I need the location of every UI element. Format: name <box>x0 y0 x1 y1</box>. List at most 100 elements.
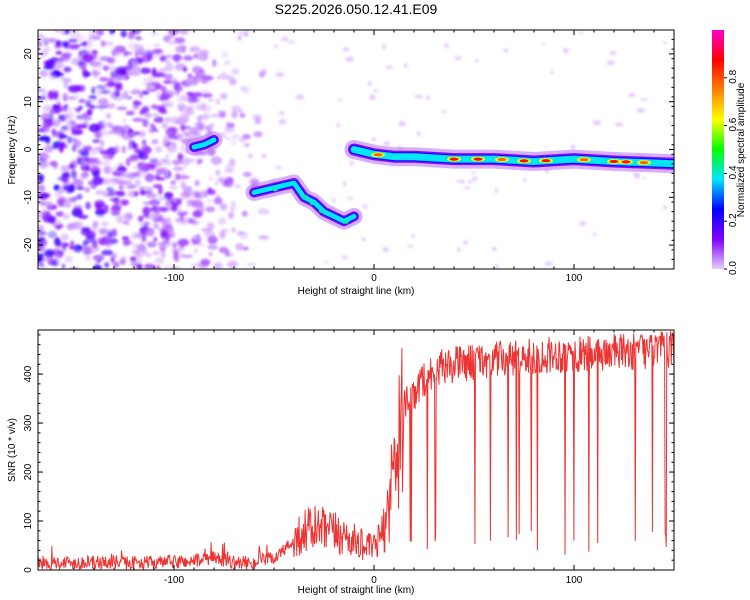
background-speck <box>403 62 408 68</box>
background-speck <box>43 114 52 118</box>
noise-blob <box>112 261 120 268</box>
noise-blob <box>157 242 166 247</box>
noise-blob <box>207 235 218 245</box>
noise-blob <box>150 211 159 220</box>
background-speck <box>426 95 431 100</box>
noise-blob <box>121 236 130 241</box>
background-speck <box>454 56 462 61</box>
noise-blob <box>201 92 213 98</box>
noise-blob <box>91 69 98 74</box>
background-speck <box>662 205 668 210</box>
noise-blob <box>251 114 263 119</box>
noise-blob <box>43 60 54 67</box>
noise-blob <box>85 235 96 244</box>
noise-blob <box>80 49 89 56</box>
noise-blob <box>132 30 138 36</box>
noise-blob <box>63 200 72 209</box>
noise-blob <box>88 180 93 186</box>
trace-blob <box>319 209 326 213</box>
noise-blob <box>49 74 57 81</box>
noise-blob <box>105 112 112 119</box>
noise-blob <box>72 106 80 111</box>
noise-blob <box>121 145 127 154</box>
noise-blob <box>144 173 155 182</box>
noise-blob <box>87 159 99 163</box>
noise-blob <box>38 173 45 180</box>
heatmap-ylabel: Frequency (Hz) <box>7 116 18 185</box>
background-speck <box>606 60 615 66</box>
background-speck <box>172 198 178 203</box>
noise-blob <box>140 145 151 154</box>
noise-blob <box>210 156 222 165</box>
noise-blob <box>192 92 203 97</box>
background-speck <box>397 120 406 127</box>
noise-blob <box>92 62 105 71</box>
noise-blob <box>92 254 105 261</box>
noise-blob <box>116 89 121 98</box>
background-speck <box>472 176 478 181</box>
noise-blob <box>120 199 129 206</box>
background-speck <box>40 147 50 151</box>
noise-blob <box>159 57 167 61</box>
noise-blob <box>164 169 169 178</box>
noise-blob <box>142 206 151 215</box>
noise-blob <box>62 242 70 247</box>
background-speck <box>193 220 201 225</box>
background-speck <box>467 180 474 184</box>
noise-blob <box>92 176 104 186</box>
noise-blob <box>182 160 188 169</box>
background-speck <box>147 253 152 259</box>
noise-blob <box>43 120 48 128</box>
noise-blob <box>189 46 201 52</box>
heatmap-xtick-label: -100 <box>164 273 184 284</box>
noise-blob <box>122 220 130 225</box>
noise-blob <box>190 131 201 135</box>
noise-blob <box>178 106 186 114</box>
background-speck <box>116 131 125 137</box>
background-speck <box>592 232 597 236</box>
noise-blob <box>62 41 69 49</box>
background-speck <box>153 44 161 47</box>
trace-hotspot <box>519 159 529 163</box>
background-speck <box>62 213 70 218</box>
noise-blob <box>167 41 178 45</box>
noise-blob <box>244 143 250 148</box>
noise-blob <box>80 172 87 180</box>
background-speck <box>342 47 350 52</box>
noise-blob <box>231 227 236 233</box>
noise-blob <box>111 125 123 131</box>
background-speck <box>628 92 636 98</box>
noise-blob <box>56 73 65 77</box>
noise-blob <box>179 144 187 152</box>
noise-blob <box>247 153 253 159</box>
noise-blob <box>115 179 126 185</box>
noise-blob <box>90 95 96 100</box>
noise-blob <box>206 197 213 206</box>
trace-hotspot <box>639 161 649 165</box>
background-speck <box>362 204 368 209</box>
trace-blob <box>272 187 279 192</box>
noise-blob <box>147 76 155 84</box>
noise-blob <box>180 123 185 132</box>
background-speck <box>110 180 116 186</box>
background-speck <box>42 71 51 76</box>
noise-blob <box>103 165 112 175</box>
noise-blob <box>144 112 153 118</box>
noise-blob <box>110 257 115 263</box>
noise-blob <box>41 259 54 263</box>
noise-blob <box>62 175 68 184</box>
background-speck <box>331 198 336 202</box>
noise-blob <box>98 98 109 106</box>
noise-blob <box>38 40 43 48</box>
noise-blob <box>99 89 111 95</box>
noise-blob <box>146 241 157 248</box>
snr-ylabel: SNR (10 * v/v) <box>7 418 18 482</box>
background-speck <box>209 176 213 181</box>
noise-blob <box>60 53 71 62</box>
colorbar-gradient <box>712 30 724 269</box>
noise-blob <box>246 262 257 266</box>
noise-blob <box>100 130 112 136</box>
noise-blob <box>91 86 96 95</box>
noise-blob <box>132 100 142 106</box>
